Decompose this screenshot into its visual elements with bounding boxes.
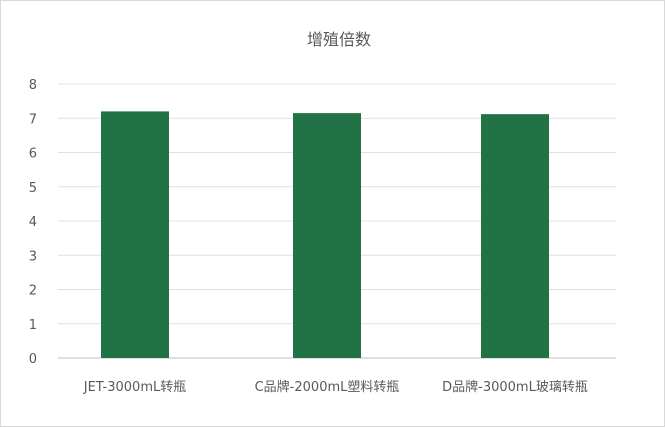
y-tick-label: 8 [29, 78, 37, 93]
y-tick-label: 6 [29, 147, 37, 162]
x-tick-label: C品牌-2000mL塑料转瓶 [255, 379, 400, 395]
bar [481, 114, 549, 358]
bar [293, 113, 361, 358]
bar [101, 111, 169, 359]
x-tick-label: D品牌-3000mL玻璃转瓶 [442, 379, 588, 395]
x-tick-label: JET-3000mL转瓶 [83, 380, 186, 395]
y-tick-label: 0 [29, 352, 37, 367]
y-tick-label: 5 [29, 181, 37, 196]
y-tick-label: 4 [29, 215, 37, 230]
y-tick-label: 3 [29, 249, 37, 264]
y-tick-label: 1 [29, 318, 37, 333]
y-tick-label: 7 [29, 112, 37, 127]
y-tick-label: 2 [29, 284, 37, 299]
chart-title: 增殖倍数 [307, 30, 371, 49]
